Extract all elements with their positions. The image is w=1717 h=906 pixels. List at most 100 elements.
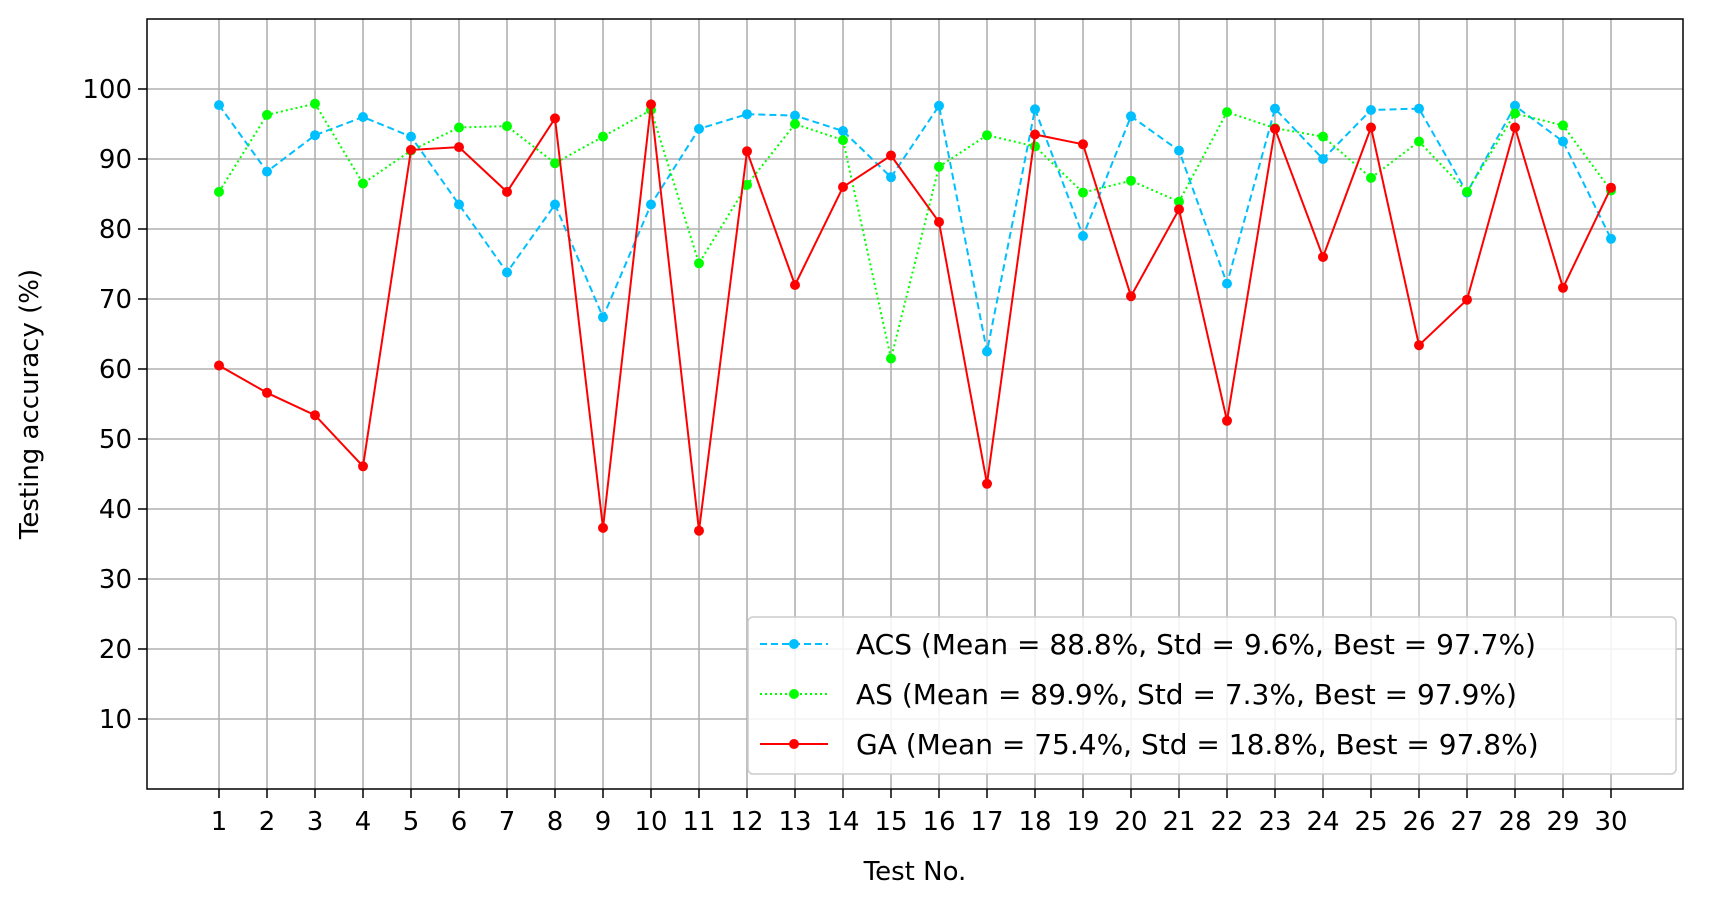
data-point <box>1174 196 1184 207</box>
data-point <box>1078 231 1088 241</box>
data-point <box>1078 187 1088 198</box>
data-point <box>1510 100 1520 111</box>
data-point <box>310 130 320 141</box>
data-point <box>1510 122 1520 133</box>
x-tick-label: 4 <box>355 807 372 837</box>
x-tick-label: 6 <box>451 807 468 837</box>
data-point <box>502 267 512 278</box>
data-point <box>646 99 656 110</box>
data-point <box>1414 103 1424 114</box>
x-tick-label: 21 <box>1162 807 1195 837</box>
data-point <box>550 158 560 169</box>
data-point <box>358 112 368 122</box>
data-point <box>454 122 464 133</box>
data-point <box>886 353 896 364</box>
data-point <box>550 199 560 210</box>
data-point <box>1174 204 1184 215</box>
data-point <box>598 131 608 142</box>
data-point <box>214 100 224 111</box>
data-point <box>310 410 320 421</box>
data-point <box>838 135 848 146</box>
data-point <box>214 186 224 197</box>
data-point <box>1318 131 1328 142</box>
legend-marker <box>789 689 799 699</box>
data-point <box>790 119 800 129</box>
legend-box <box>747 616 1677 775</box>
data-point <box>214 360 224 371</box>
data-point <box>1414 136 1424 147</box>
data-point <box>934 161 944 172</box>
y-tick-label: 60 <box>99 355 132 385</box>
data-point <box>982 346 992 357</box>
data-point <box>982 478 992 489</box>
data-point <box>934 217 944 227</box>
data-point <box>742 179 752 190</box>
data-point <box>1318 154 1328 164</box>
legend-item: GA (Mean = 75.4%, Std = 18.8%, Best = 97… <box>760 728 1539 761</box>
y-tick-label: 40 <box>99 495 132 525</box>
data-point <box>1318 252 1328 262</box>
data-point <box>694 258 704 269</box>
data-point <box>694 123 704 134</box>
data-point <box>1462 294 1472 305</box>
data-point <box>598 312 608 323</box>
x-tick-label: 19 <box>1066 807 1099 837</box>
data-point <box>310 98 320 109</box>
x-tick-label: 16 <box>922 807 955 837</box>
data-point <box>1030 129 1040 140</box>
series-2 <box>214 99 1616 536</box>
data-point <box>1030 141 1040 152</box>
data-point <box>358 178 368 189</box>
data-point <box>694 525 704 536</box>
x-tick-label: 5 <box>403 807 420 837</box>
y-axis-ticks: 10 20 30 40 50 60 70 80 90 100 <box>82 75 147 735</box>
x-tick-label: 28 <box>1498 807 1531 837</box>
data-point <box>1126 175 1136 186</box>
data-point <box>550 113 560 124</box>
x-tick-label: 14 <box>826 807 859 837</box>
x-tick-label: 7 <box>499 807 516 837</box>
data-point <box>502 186 512 197</box>
data-point <box>598 522 608 533</box>
data-point <box>1270 103 1280 114</box>
data-point <box>886 150 896 161</box>
x-tick-label: 24 <box>1306 807 1339 837</box>
x-tick-label: 12 <box>730 807 763 837</box>
x-axis-ticks: 1 2 3 4 5 6 7 8 9 10 11 12 13 14 15 16 17 18 19 20 21 22 23 24 2… <box>211 789 1628 837</box>
data-point <box>790 280 800 290</box>
data-point <box>1222 415 1232 426</box>
x-tick-label: 9 <box>595 807 612 837</box>
x-tick-label: 27 <box>1450 807 1483 837</box>
data-point <box>1558 282 1568 293</box>
data-point <box>262 109 272 120</box>
data-point <box>262 166 272 177</box>
data-point <box>838 182 848 192</box>
x-axis-label: Test No. <box>863 857 967 887</box>
x-tick-label: 3 <box>307 807 324 837</box>
data-point <box>1462 186 1472 197</box>
data-point <box>1270 123 1280 134</box>
data-point <box>1366 105 1376 115</box>
x-tick-label: 8 <box>547 807 564 837</box>
plot-frame <box>146 18 1684 790</box>
y-tick-label: 90 <box>99 145 132 175</box>
x-tick-label: 22 <box>1210 807 1243 837</box>
data-point <box>886 172 896 183</box>
legend-marker <box>789 739 799 749</box>
data-point <box>1174 145 1184 156</box>
x-tick-label: 25 <box>1354 807 1387 837</box>
data-point <box>790 110 800 121</box>
x-tick-label: 18 <box>1018 807 1051 837</box>
data-point <box>406 131 416 142</box>
data-point <box>406 144 416 155</box>
x-tick-label: 2 <box>259 807 276 837</box>
legend-label: ACS (Mean = 88.8%, Std = 9.6%, Best = 97… <box>856 628 1536 661</box>
x-tick-label: 13 <box>778 807 811 837</box>
x-tick-label: 26 <box>1402 807 1435 837</box>
x-tick-label: 23 <box>1258 807 1291 837</box>
legend-marker <box>789 639 799 649</box>
data-point <box>1606 233 1616 244</box>
y-tick-label: 70 <box>99 285 132 315</box>
x-tick-label: 10 <box>634 807 667 837</box>
series-1 <box>214 98 1616 364</box>
